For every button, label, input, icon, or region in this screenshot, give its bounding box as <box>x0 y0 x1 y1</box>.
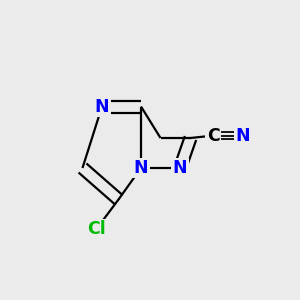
Text: C: C <box>207 127 219 145</box>
Text: N: N <box>95 98 109 116</box>
Text: N: N <box>173 159 187 177</box>
Text: N: N <box>134 159 148 177</box>
Text: Cl: Cl <box>87 220 105 238</box>
Text: N: N <box>236 127 250 145</box>
